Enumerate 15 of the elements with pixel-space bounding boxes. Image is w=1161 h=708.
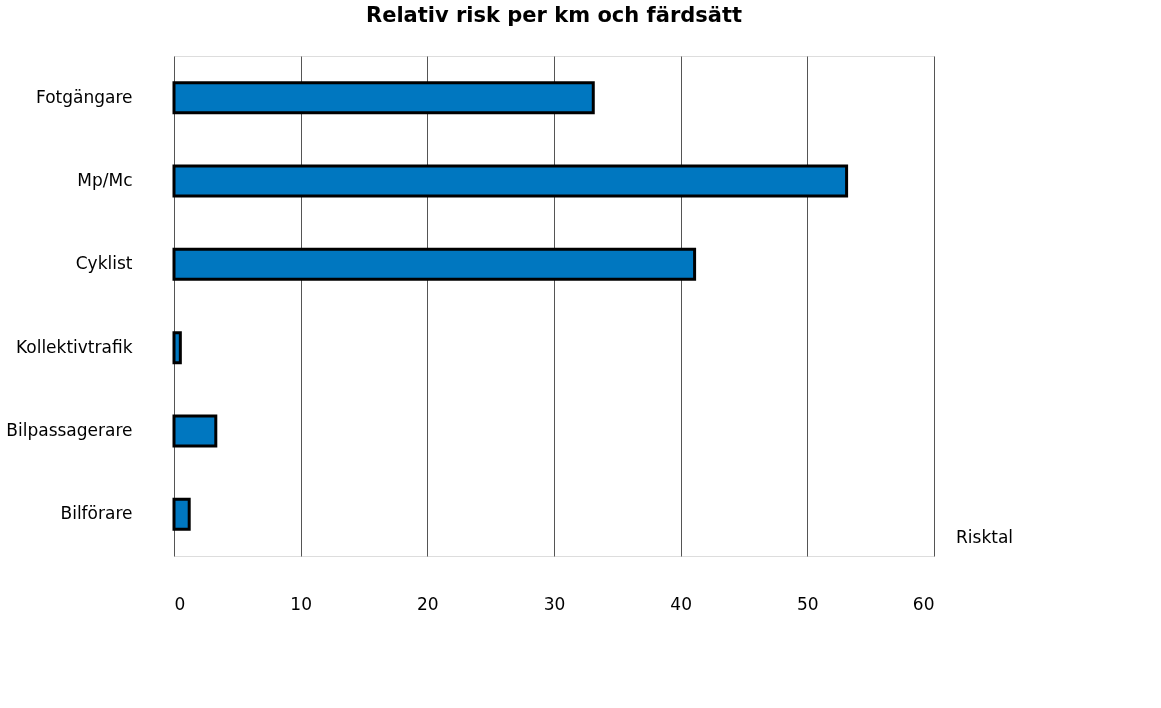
x-tick-label: 40 <box>670 593 692 614</box>
y-tick-label: Mp/Mc <box>77 170 133 190</box>
x-tick-label: 60 <box>912 593 935 614</box>
x-axis-title: Risktal <box>955 526 1014 547</box>
x-tick-label: 50 <box>797 593 819 614</box>
y-tick-label: Fotgängare <box>35 86 133 107</box>
chart-title: Relativ risk per km och färdsätt <box>365 3 743 27</box>
y-tick-label: Kollektivtrafik <box>15 336 133 357</box>
x-tick-label: 30 <box>543 593 566 614</box>
x-tick-label: 0 <box>174 593 186 614</box>
y-tick-label: Bilförare <box>60 503 133 524</box>
y-tick-label: Bilpassagerare <box>6 420 133 440</box>
x-tick-label: 10 <box>290 593 312 614</box>
x-tick-label: 20 <box>417 593 439 614</box>
y-tick-label: Cyklist <box>75 253 133 274</box>
